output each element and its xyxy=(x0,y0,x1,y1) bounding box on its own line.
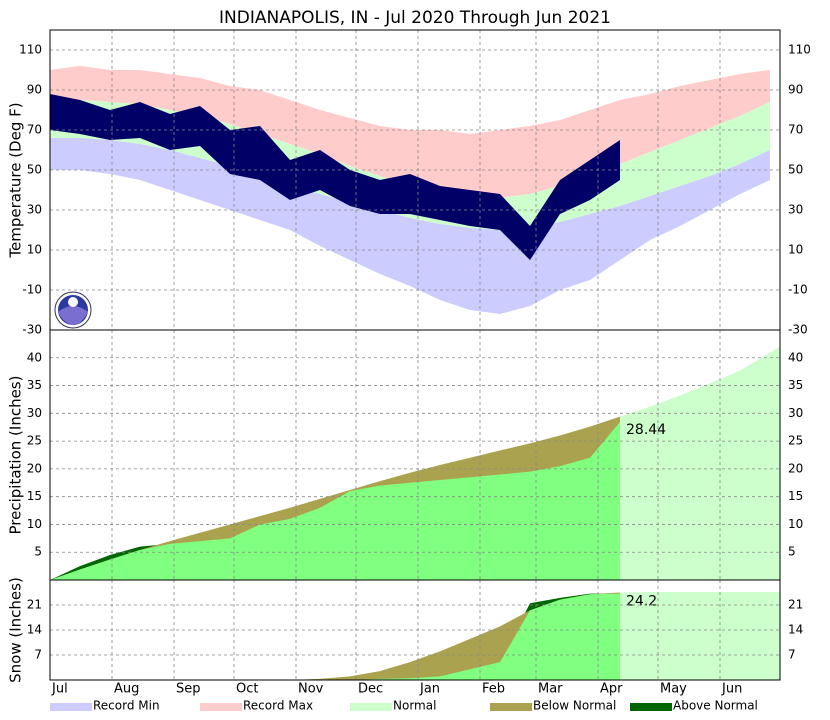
y-axis-label: Precipitation (Inches) xyxy=(7,376,25,535)
y-axis-label: Temperature (Deg F) xyxy=(7,102,25,258)
y-tick-label-right: 10 xyxy=(788,243,803,257)
last-value-label: 28.44 xyxy=(626,422,666,438)
x-tick-label: Sep xyxy=(176,682,201,697)
x-tick-label: Jul xyxy=(51,682,68,697)
legend-label: Above Normal xyxy=(673,699,758,713)
y-tick-label-right: 40 xyxy=(788,350,803,364)
x-tick-label: Apr xyxy=(600,682,623,697)
y-tick-label-right: 7 xyxy=(788,648,796,662)
y-tick-label: 30 xyxy=(27,203,42,217)
y-tick-label-right: 110 xyxy=(788,43,811,57)
y-tick-label-right: 10 xyxy=(788,517,803,531)
noaa-logo xyxy=(54,291,92,329)
y-tick-label-right: 30 xyxy=(788,203,803,217)
panel-frame xyxy=(49,579,781,681)
y-tick-label-right: 5 xyxy=(788,545,796,559)
legend-swatch xyxy=(50,703,92,711)
y-tick-label: 90 xyxy=(27,83,42,97)
y-tick-label-right: -30 xyxy=(788,323,808,337)
y-tick-label: 35 xyxy=(27,378,42,392)
y-tick-label: 21 xyxy=(27,598,42,612)
y-tick-label: 50 xyxy=(27,163,42,177)
y-axis-label: Snow (Inches) xyxy=(7,577,25,683)
chart-title: INDIANAPOLIS, IN - Jul 2020 Through Jun … xyxy=(219,8,611,28)
x-tick-label: Mar xyxy=(538,682,563,697)
legend-swatch xyxy=(200,703,242,711)
y-tick-label: 14 xyxy=(27,623,42,637)
x-tick-label: Oct xyxy=(236,682,258,697)
observed-band xyxy=(50,94,620,260)
x-tick-label: Jun xyxy=(721,682,742,697)
y-tick-label: 25 xyxy=(27,434,42,448)
panel: -30 -30 -10 -10 10 10 30 30 50 50 70 70 90 90 110 110 Te… xyxy=(7,29,811,337)
observed-area xyxy=(50,593,620,680)
legend-label: Record Min xyxy=(93,699,160,713)
y-tick-label: 20 xyxy=(27,461,42,475)
legend-label: Below Normal xyxy=(533,699,616,713)
record-min-band xyxy=(50,138,770,314)
y-tick-label-right: 30 xyxy=(788,406,803,420)
y-tick-label: 7 xyxy=(34,648,42,662)
y-tick-label-right: -10 xyxy=(788,283,808,297)
legend-swatch xyxy=(630,703,672,711)
x-tick-label: Nov xyxy=(298,682,324,697)
y-tick-label-right: 20 xyxy=(788,461,803,475)
y-tick-label-right: 15 xyxy=(788,489,803,503)
y-tick-label-right: 35 xyxy=(788,378,803,392)
y-tick-label: -30 xyxy=(22,323,42,337)
y-tick-label: -10 xyxy=(22,283,42,297)
y-tick-label: 5 xyxy=(34,545,42,559)
y-tick-label: 70 xyxy=(27,123,42,137)
plots: -30 -30 -10 -10 10 10 30 30 50 50 70 70 90 90 110 110 Te… xyxy=(7,29,811,713)
legend-swatch xyxy=(490,703,532,711)
y-tick-label-right: 90 xyxy=(788,83,803,97)
y-tick-label: 30 xyxy=(27,406,42,420)
y-tick-label-right: 21 xyxy=(788,598,803,612)
y-tick-label-right: 50 xyxy=(788,163,803,177)
legend-swatch xyxy=(350,703,392,711)
x-tick-label: May xyxy=(660,682,687,697)
legend-label: Record Max xyxy=(243,699,313,713)
y-tick-label-right: 70 xyxy=(788,123,803,137)
below-normal-area xyxy=(50,592,620,680)
y-tick-label: 10 xyxy=(27,243,42,257)
x-tick-label: Aug xyxy=(114,682,139,697)
y-tick-label: 10 xyxy=(27,517,42,531)
x-tick-label: Jan xyxy=(419,682,440,697)
y-tick-label: 15 xyxy=(27,489,42,503)
last-value-label: 24.2 xyxy=(626,594,657,610)
y-tick-label-right: 14 xyxy=(788,623,803,637)
observed-area xyxy=(50,422,620,580)
legend-label: Normal xyxy=(393,699,436,713)
y-tick-label: 40 xyxy=(27,350,42,364)
y-tick-label-right: 25 xyxy=(788,434,803,448)
y-tick-label: 110 xyxy=(19,43,42,57)
x-tick-label: Feb xyxy=(482,682,505,697)
x-tick-label: Dec xyxy=(358,682,383,697)
